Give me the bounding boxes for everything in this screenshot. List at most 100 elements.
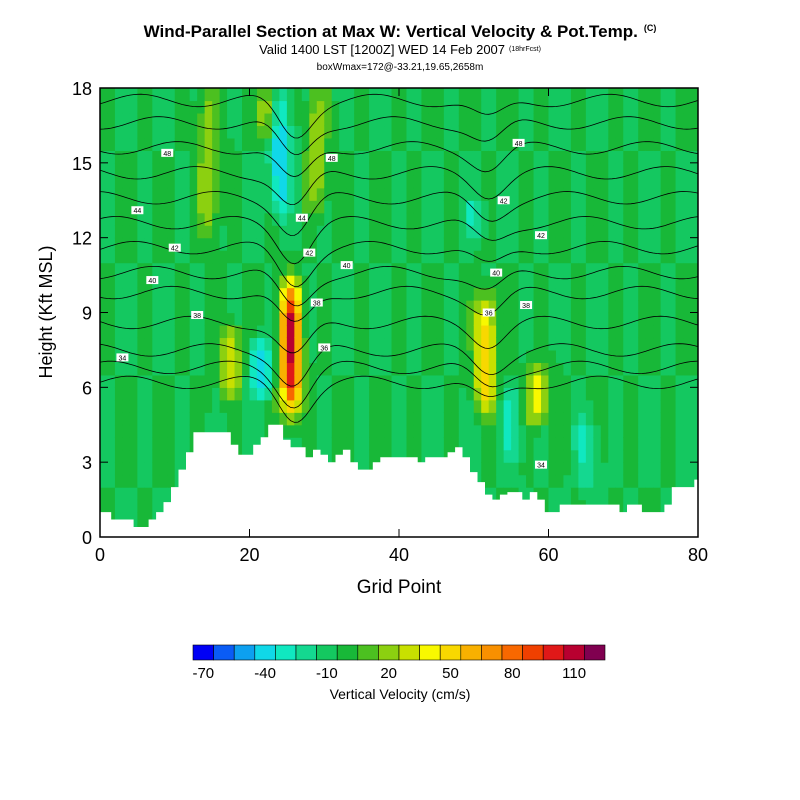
- field-cell: [167, 362, 176, 376]
- field-cell: [653, 462, 662, 476]
- field-cell: [294, 312, 303, 326]
- field-cell: [361, 312, 370, 326]
- field-cell: [548, 374, 557, 388]
- field-cell: [555, 412, 565, 426]
- field-cell: [174, 300, 183, 314]
- field-cell: [331, 88, 340, 102]
- field-cell: [548, 449, 557, 463]
- field-cell: [294, 287, 303, 301]
- field-cell: [346, 412, 355, 426]
- field-cell: [376, 337, 385, 351]
- field-cell: [271, 312, 280, 326]
- field-cell: [451, 374, 460, 388]
- field-cell: [219, 137, 228, 151]
- field-cell: [653, 349, 662, 363]
- field-cell: [511, 337, 520, 351]
- field-cell: [122, 262, 131, 276]
- field-cell: [683, 387, 692, 401]
- field-cell: [144, 487, 153, 501]
- field-cell: [690, 112, 698, 127]
- field-cell: [174, 262, 183, 276]
- field-cell: [346, 125, 355, 139]
- field-cell: [182, 88, 191, 102]
- field-cell: [473, 449, 482, 463]
- field-cell: [324, 362, 333, 376]
- field-cell: [376, 275, 385, 289]
- field-cell: [645, 125, 654, 139]
- field-cell: [234, 162, 243, 176]
- field-cell: [578, 462, 587, 476]
- field-cell: [503, 424, 512, 438]
- field-cell: [683, 250, 692, 264]
- field-cell: [481, 424, 490, 438]
- field-cell: [630, 362, 639, 376]
- field-cell: [256, 137, 266, 151]
- contour-label-text: 48: [328, 156, 336, 163]
- field-cell: [406, 387, 415, 401]
- field-cell: [331, 362, 340, 376]
- field-cell: [600, 287, 609, 301]
- field-cell: [369, 437, 378, 451]
- colorbar-tick-label: -10: [316, 665, 338, 682]
- field-cell: [645, 312, 654, 326]
- field-cell: [144, 424, 153, 438]
- contour-label-box: [340, 261, 353, 270]
- field-cell: [578, 312, 587, 326]
- field-cell: [585, 362, 594, 376]
- colorbar-swatch: [501, 644, 523, 661]
- field-cell: [159, 162, 168, 176]
- field-cell: [578, 449, 587, 463]
- field-cell: [526, 287, 535, 301]
- field-cell: [114, 225, 124, 239]
- contour-label-text: 48: [163, 151, 171, 158]
- field-cell: [496, 150, 505, 164]
- field-cell: [578, 88, 587, 102]
- field-cell: [466, 212, 475, 226]
- field-cell: [690, 175, 698, 189]
- field-cell: [578, 262, 587, 276]
- field-cell: [406, 212, 415, 226]
- field-cell: [399, 399, 408, 413]
- field-cell: [324, 200, 333, 214]
- field-cell: [249, 225, 258, 239]
- field-cell: [294, 337, 303, 351]
- field-cell: [137, 362, 146, 376]
- field-cell: [675, 399, 684, 413]
- field-cell: [339, 162, 348, 176]
- field-cell: [354, 312, 363, 326]
- field-cell: [114, 512, 124, 526]
- field-cell: [361, 137, 370, 151]
- field-cell: [316, 212, 325, 226]
- field-cell: [219, 200, 228, 214]
- field-cell: [600, 437, 609, 451]
- field-cell: [256, 100, 266, 114]
- field-cell: [593, 237, 602, 251]
- valid-time: Valid 1400 LST [1200Z] WED 14 Feb 2007 (1…: [0, 42, 800, 57]
- field-cell: [511, 200, 520, 214]
- field-cell: [488, 449, 497, 463]
- field-cell: [182, 337, 191, 351]
- contour-label: 48: [512, 138, 525, 148]
- field-cell: [675, 374, 684, 388]
- field-cell: [413, 175, 423, 189]
- contour-label: 38: [310, 298, 323, 308]
- field-cell: [481, 349, 490, 363]
- field-cell: [451, 88, 460, 102]
- field-cell: [585, 437, 594, 451]
- field-cell: [107, 112, 116, 127]
- field-cell: [690, 312, 698, 326]
- field-cell: [129, 300, 138, 314]
- field-cell: [301, 437, 310, 451]
- field-cell: [436, 88, 445, 102]
- field-cell: [234, 262, 243, 276]
- field-cell: [369, 449, 378, 463]
- field-cell: [578, 212, 587, 226]
- field-cell: [675, 449, 684, 463]
- field-cell: [555, 462, 565, 476]
- field-cell: [122, 362, 131, 376]
- field-cell: [518, 487, 527, 501]
- field-cell: [242, 250, 251, 264]
- field-cell: [122, 412, 131, 426]
- field-cell: [570, 125, 579, 139]
- field-cell: [331, 387, 340, 401]
